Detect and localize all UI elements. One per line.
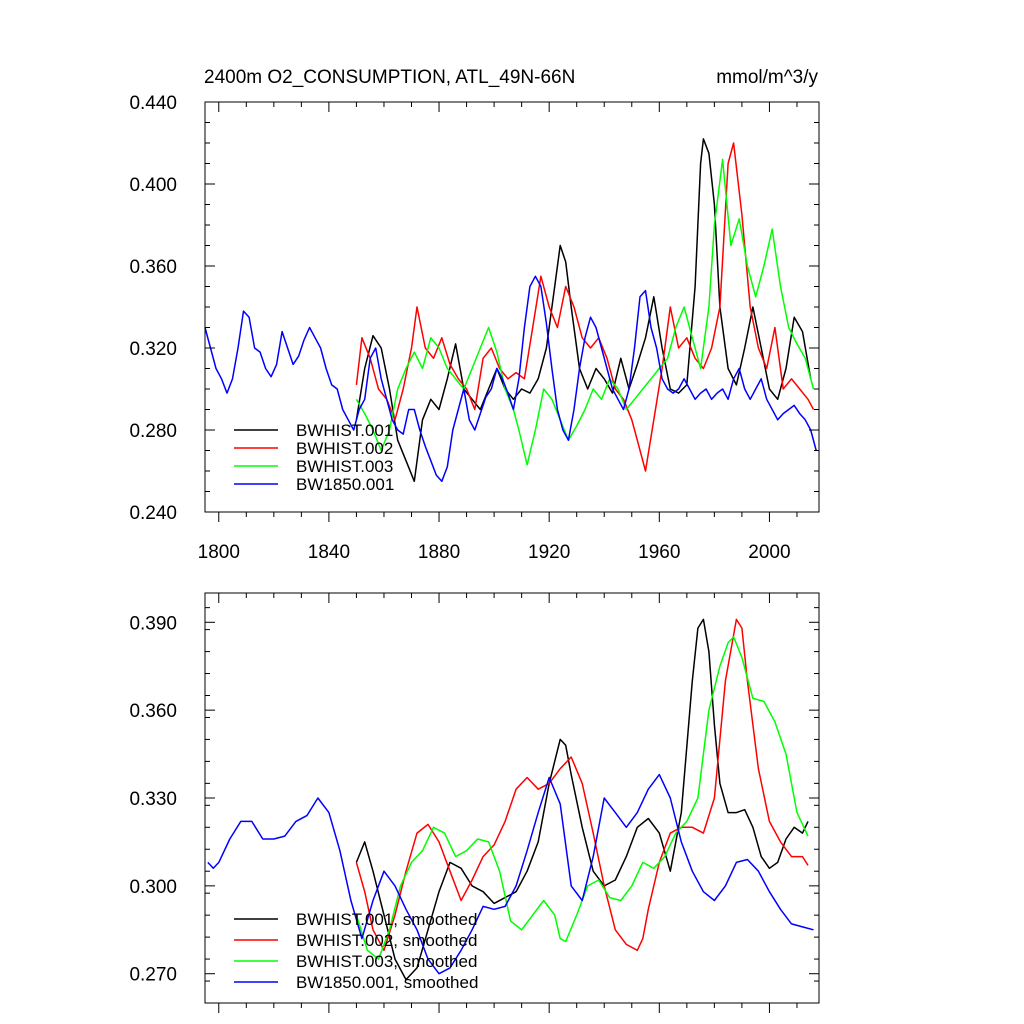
x-tick-label: 1800 bbox=[198, 542, 240, 563]
legend-bottom: BWHIST.001, smoothed BWHIST.002, smoothed… bbox=[234, 910, 478, 992]
y-tick-label: 0.390 bbox=[129, 613, 177, 634]
y-tick-label: 0.360 bbox=[129, 701, 177, 722]
axes-bottom: 0.270 0.300 0.330 0.360 0.390 bbox=[129, 593, 819, 1013]
x-tick-label: 2000 bbox=[748, 542, 790, 563]
series-line-bw1850-001 bbox=[207, 773, 814, 975]
series-line-bw1850-001 bbox=[204, 275, 817, 483]
legend-label: BW1850.001 bbox=[296, 475, 394, 494]
plot-frame-bottom bbox=[204, 592, 820, 1004]
y-tick-label: 0.280 bbox=[129, 421, 177, 442]
y-tick-label: 0.270 bbox=[129, 965, 177, 986]
x-tick-label: 1920 bbox=[528, 542, 570, 563]
legend-label: BWHIST.001 bbox=[296, 421, 393, 440]
x-tick-label: 1960 bbox=[638, 542, 680, 563]
series-line-bwhist-001 bbox=[355, 138, 812, 483]
legend-label: BW1850.001, smoothed bbox=[296, 973, 478, 992]
panel-top: 2400m O2_CONSUMPTION, ATL_49N-66N mmol/m… bbox=[129, 67, 820, 563]
x-tick-label: 1840 bbox=[308, 542, 350, 563]
chart-title: 2400m O2_CONSUMPTION, ATL_49N-66N bbox=[204, 67, 575, 88]
legend-label: BWHIST.002 bbox=[296, 439, 393, 458]
axes-top: 0.240 0.280 0.320 0.360 0.400 0.440 1800 1840 18… bbox=[129, 93, 819, 563]
y-tick-label: 0.320 bbox=[129, 339, 177, 360]
y-tick-label: 0.240 bbox=[129, 503, 177, 524]
y-tick-label: 0.440 bbox=[129, 93, 177, 114]
series-line-bwhist-003 bbox=[355, 158, 815, 466]
y-tick-label: 0.360 bbox=[129, 257, 177, 278]
legend-label: BWHIST.003, smoothed bbox=[296, 952, 477, 971]
series-line-bwhist-002 bbox=[355, 142, 815, 472]
plot-frame-top bbox=[204, 101, 820, 513]
legend-label: BWHIST.002, smoothed bbox=[296, 931, 477, 950]
chart-units: mmol/m^3/y bbox=[716, 67, 818, 88]
y-tick-label: 0.300 bbox=[129, 877, 177, 898]
y-tick-label: 0.330 bbox=[129, 789, 177, 810]
panel-bottom: 0.270 0.300 0.330 0.360 0.390 BWHIST.001, sm… bbox=[129, 592, 820, 1013]
y-tick-label: 0.400 bbox=[129, 175, 177, 196]
legend-label: BWHIST.001, smoothed bbox=[296, 910, 477, 929]
x-tick-label: 1880 bbox=[418, 542, 460, 563]
legend-label: BWHIST.003 bbox=[296, 457, 393, 476]
plot-area-top bbox=[204, 138, 817, 483]
plot-area-bottom bbox=[207, 618, 814, 981]
